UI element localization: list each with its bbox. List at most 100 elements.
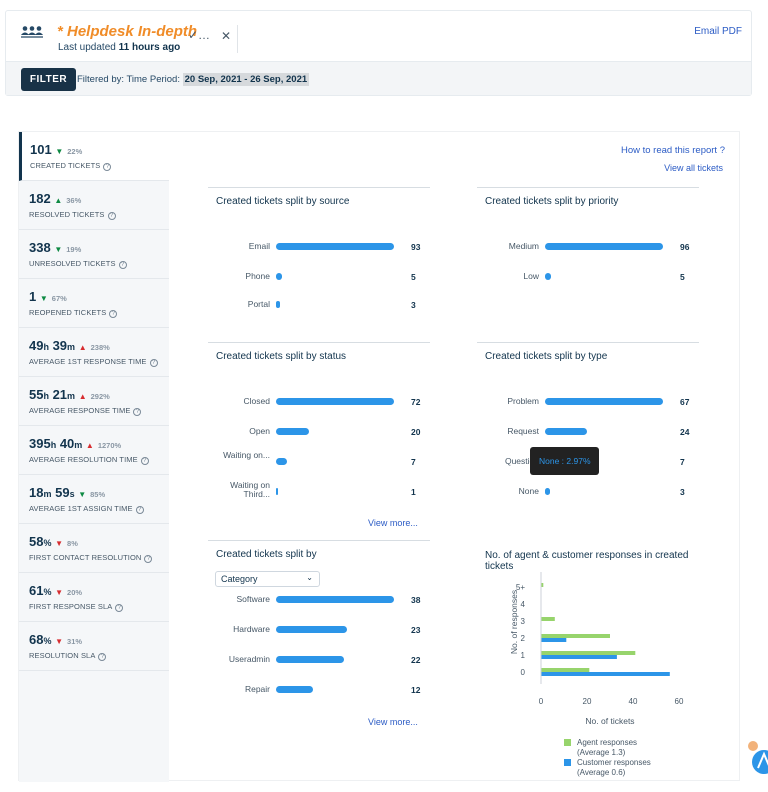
x-tick-label: 40 — [629, 697, 638, 706]
bar-label: Portal — [247, 299, 270, 309]
metric-label: AVERAGE 1ST RESPONSE TIME? — [29, 357, 169, 367]
bar[interactable] — [276, 398, 394, 405]
metric-6[interactable]: 395h 40m ▲ 1270% AVERAGE RESOLUTION TIME? — [19, 426, 169, 475]
bar[interactable] — [276, 428, 309, 435]
metric-value: 61% ▼ 20% — [29, 583, 83, 598]
bar-row[interactable]: Open 20 — [208, 425, 430, 439]
last-updated: Last updated 11 hours ago — [58, 42, 181, 53]
bar-row[interactable]: Portal 3 — [208, 298, 430, 312]
help-icon[interactable]: ? — [98, 653, 107, 661]
legend-label: Customer responses — [577, 758, 651, 767]
metric-4[interactable]: 49h 39m ▲ 238% AVERAGE 1ST RESPONSE TIME? — [19, 328, 169, 377]
metric-change: 36% — [66, 196, 82, 205]
email-pdf-link[interactable]: Email PDF — [694, 26, 742, 37]
help-icon[interactable]: ? — [107, 212, 116, 220]
help-icon[interactable]: ? — [118, 261, 127, 269]
help-icon[interactable]: ? — [109, 310, 118, 318]
legend-swatch — [564, 739, 571, 746]
metric-2[interactable]: 338 ▼ 19% UNRESOLVED TICKETS? — [19, 230, 169, 279]
bar-row[interactable]: Problem 67 — [477, 395, 699, 409]
assistant-badge-icon[interactable] — [744, 740, 768, 780]
metric-10[interactable]: 68% ▼ 31% RESOLUTION SLA? — [19, 622, 169, 671]
bar[interactable] — [276, 488, 278, 495]
bar-row[interactable]: Software 38 — [208, 593, 430, 607]
bar-row[interactable]: Repair 12 — [208, 683, 430, 697]
how-to-read-link[interactable]: How to read this report ? — [620, 145, 725, 156]
bar-row[interactable]: None 3 — [477, 485, 699, 499]
bar[interactable] — [276, 596, 394, 603]
x-tick-label: 0 — [539, 697, 544, 706]
bar-value: 12 — [411, 685, 421, 695]
bar[interactable] — [545, 398, 663, 405]
bar-row[interactable]: Closed 72 — [208, 395, 430, 409]
bar[interactable] — [276, 243, 394, 250]
team-icon — [20, 25, 44, 44]
bar-row[interactable]: Request 24 — [477, 425, 699, 439]
bar-row[interactable]: Waiting on... 7 — [208, 451, 430, 469]
view-more-category-link[interactable]: View more... — [368, 717, 418, 727]
bar[interactable] — [545, 273, 552, 280]
help-icon[interactable]: ? — [144, 555, 153, 563]
close-icon[interactable]: ✕ — [221, 29, 232, 43]
bar-row[interactable]: Email 93 — [208, 240, 430, 254]
bar[interactable] — [545, 488, 551, 495]
save-check-icon[interactable]: ✓… — [188, 28, 211, 42]
metric-9[interactable]: 61% ▼ 20% FIRST RESPONSE SLA? — [19, 573, 169, 622]
bar-row[interactable]: Medium 96 — [477, 240, 699, 254]
metric-change: 20% — [67, 588, 83, 597]
help-icon[interactable]: ? — [103, 163, 112, 171]
metric-8[interactable]: 58% ▼ 8% FIRST CONTACT RESOLUTION? — [19, 524, 169, 573]
bar[interactable] — [276, 656, 345, 663]
bar-value: 3 — [680, 487, 685, 497]
metric-3[interactable]: 1 ▼ 67% REOPENED TICKETS? — [19, 279, 169, 328]
metric-7[interactable]: 18m 59s ▼ 85% AVERAGE 1ST ASSIGN TIME? — [19, 475, 169, 524]
bar[interactable] — [276, 273, 283, 280]
bar[interactable] — [276, 458, 288, 465]
metric-0[interactable]: 101 ▼ 22% CREATED TICKETS? — [19, 132, 169, 181]
help-icon[interactable]: ? — [140, 457, 149, 465]
view-more-type-link[interactable]: View more... — [368, 518, 418, 528]
bar-row[interactable]: Useradmin 22 — [208, 653, 430, 667]
help-icon[interactable]: ? — [115, 604, 124, 612]
bar-row[interactable]: Waiting on Third... 1 — [208, 481, 430, 499]
metric-change: 1270% — [97, 441, 122, 450]
category-dropdown[interactable]: Category ⌄ — [215, 571, 320, 587]
help-icon[interactable]: ? — [135, 506, 144, 514]
response-bar — [541, 672, 670, 676]
bar[interactable] — [276, 626, 348, 633]
trend-arrow-icon: ▼ — [55, 147, 64, 156]
bar[interactable] — [545, 428, 588, 435]
bar-value: 22 — [411, 655, 421, 665]
y-tick-label: 2 — [521, 634, 526, 643]
metric-1[interactable]: 182 ▲ 36% RESOLVED TICKETS? — [19, 181, 169, 230]
bar-value: 72 — [411, 397, 421, 407]
bar-row[interactable]: Hardware 23 — [208, 623, 430, 637]
report-title[interactable]: * Helpdesk In-depth — [57, 23, 198, 40]
bar[interactable] — [545, 243, 663, 250]
bar-row[interactable]: Low 5 — [477, 270, 699, 284]
legend-swatch — [564, 759, 571, 766]
filter-button[interactable]: FILTER — [21, 68, 76, 91]
response-bar — [541, 634, 610, 638]
metric-change: 22% — [67, 147, 83, 156]
help-icon[interactable]: ? — [149, 359, 158, 367]
metric-5[interactable]: 55h 21m ▲ 292% AVERAGE RESPONSE TIME? — [19, 377, 169, 426]
chart-title: Created tickets split by — [216, 549, 317, 560]
bar[interactable] — [276, 301, 280, 308]
bar-row[interactable]: Phone 5 — [208, 270, 430, 284]
chart-title: Created tickets split by type — [485, 351, 608, 362]
bar-value: 1 — [411, 487, 416, 497]
metric-label: RESOLUTION SLA? — [29, 651, 169, 661]
metric-value: 1 ▼ 67% — [29, 289, 67, 304]
chart-title: Created tickets split by source — [216, 196, 350, 207]
help-icon[interactable]: ? — [133, 408, 142, 416]
x-axis-label: No. of tickets — [585, 716, 634, 726]
metric-label: FIRST CONTACT RESOLUTION? — [29, 553, 169, 563]
bar-value: 7 — [411, 457, 416, 467]
tooltip-text: None : 2.97% — [539, 456, 591, 466]
metric-label: AVERAGE RESOLUTION TIME? — [29, 455, 169, 465]
view-all-tickets-link[interactable]: View all tickets — [664, 163, 723, 173]
metric-change: 238% — [90, 343, 110, 352]
bar[interactable] — [276, 686, 314, 693]
trend-arrow-icon: ▼ — [55, 588, 64, 597]
